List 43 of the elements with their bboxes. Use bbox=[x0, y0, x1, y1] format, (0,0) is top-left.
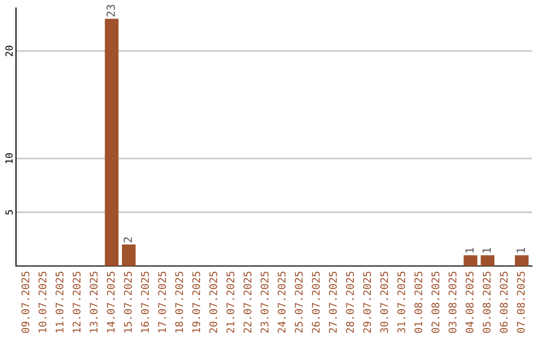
y-tick-label: 20 bbox=[5, 46, 13, 56]
x-tick-label: 30.07.2025 bbox=[380, 272, 388, 333]
x-tick-label: 22.07.2025 bbox=[244, 272, 252, 333]
x-tick-label: 17.07.2025 bbox=[158, 272, 166, 332]
data-label: 1 bbox=[516, 248, 525, 253]
x-tick-label: 18.07.2025 bbox=[175, 272, 184, 332]
data-label: 1 bbox=[482, 248, 491, 253]
x-tick-label: 21.07.2025 bbox=[226, 272, 234, 333]
x-tick-label: 02.08.2025 bbox=[431, 272, 440, 333]
x-tick-label: 10.07.2025 bbox=[38, 272, 46, 332]
x-tick-label: 12.07.2025 bbox=[72, 272, 81, 332]
x-tick-label: 25.07.2025 bbox=[294, 272, 303, 333]
x-tick-label: 29.07.2025 bbox=[363, 272, 372, 333]
bar bbox=[480, 255, 494, 266]
bar bbox=[122, 244, 136, 266]
x-tick-label: 09.07.2025 bbox=[21, 272, 30, 333]
x-tick-label: 14.07.2025 bbox=[106, 272, 115, 332]
x-tick-label: 27.07.2025 bbox=[328, 272, 337, 333]
y-tick-label: 10 bbox=[5, 153, 13, 164]
x-tick-label: 31.07.2025 bbox=[397, 272, 406, 333]
x-tick-label: 15.07.2025 bbox=[124, 272, 132, 332]
x-tick-label: 16.07.2025 bbox=[141, 272, 149, 332]
data-label: 23 bbox=[106, 4, 115, 17]
x-tick-label: 26.07.2025 bbox=[312, 272, 320, 333]
x-tick-label: 03.08.2025 bbox=[448, 272, 456, 333]
x-tick-label: 05.08.2025 bbox=[482, 272, 491, 333]
x-tick-label: 19.07.2025 bbox=[192, 272, 200, 332]
x-tick-label: 04.08.2025 bbox=[466, 272, 474, 333]
bar bbox=[464, 255, 478, 266]
x-tick-label: 06.08.2025 bbox=[500, 272, 508, 333]
y-tick-label: 5 bbox=[6, 210, 13, 214]
x-tick-label: 24.07.2025 bbox=[278, 272, 286, 333]
data-label: 1 bbox=[465, 248, 474, 253]
x-tick-label: 23.07.2025 bbox=[260, 272, 269, 333]
x-tick-label: 28.07.2025 bbox=[346, 272, 354, 333]
x-tick-label: 01.08.2025 bbox=[414, 272, 422, 333]
data-label: 2 bbox=[124, 237, 132, 242]
x-tick-label: 13.07.2025 bbox=[90, 272, 98, 332]
bar bbox=[104, 18, 119, 266]
x-tick-label: 11.07.2025 bbox=[56, 272, 64, 332]
x-tick-label: 20.07.2025 bbox=[209, 272, 218, 333]
bar bbox=[514, 255, 529, 266]
x-tick-label: 07.08.2025 bbox=[516, 272, 525, 333]
